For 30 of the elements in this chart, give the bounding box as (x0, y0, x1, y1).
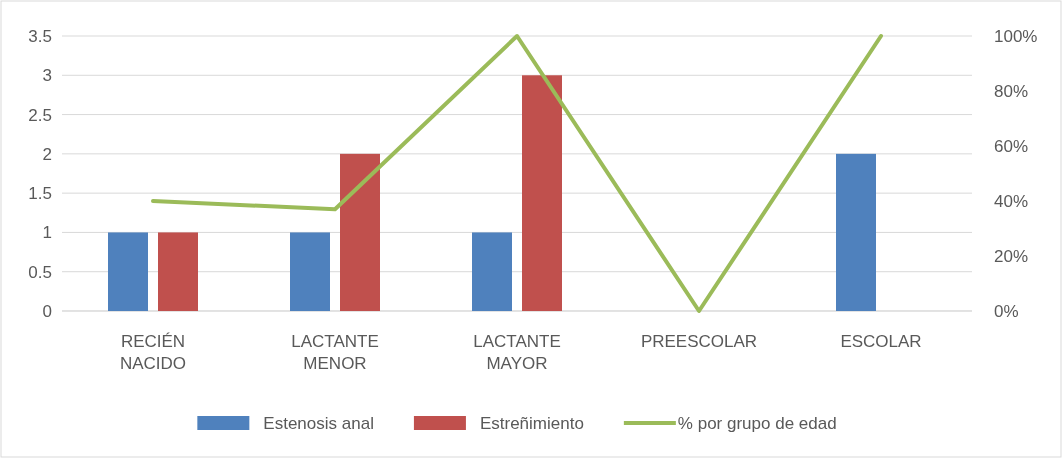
y2-tick-label: 0% (994, 301, 1019, 321)
y2-tick-label: 20% (994, 246, 1029, 266)
y-tick-label: 0 (42, 301, 52, 321)
y2-tick-label: 100% (994, 26, 1038, 46)
y-tick-label: 2 (42, 144, 52, 164)
bar (108, 232, 148, 311)
x-tick-label: PREESCOLAR (640, 332, 758, 351)
bar (340, 153, 380, 311)
y-tick-label: 2.5 (28, 105, 52, 125)
bar (522, 75, 562, 311)
bar (836, 153, 876, 311)
legend-label: Estenosis anal (263, 414, 374, 433)
y2-tick-label: 60% (994, 136, 1029, 156)
y2-tick-label: 40% (994, 191, 1029, 211)
y-tick-label: 1 (42, 223, 52, 243)
y-tick-label: 0.5 (28, 262, 52, 282)
y-tick-label: 1.5 (28, 184, 52, 204)
x-tick-label: LACTANTE MAYOR (473, 332, 561, 374)
legend-label: % por grupo de edad (677, 414, 837, 433)
y2-tick-label: 80% (994, 81, 1029, 101)
y-tick-label: 3 (42, 66, 52, 86)
bar (290, 232, 330, 311)
y-tick-label: 3.5 (28, 26, 52, 46)
bar (158, 232, 198, 311)
bar (472, 232, 512, 311)
x-tick-label: ESCOLAR (840, 332, 922, 351)
x-tick-label: LACTANTE MENOR (291, 332, 379, 374)
x-tick-label: RECIÉN NACIDO (119, 332, 187, 374)
legend-label: Estreñimiento (479, 414, 584, 433)
line-series (151, 34, 883, 313)
